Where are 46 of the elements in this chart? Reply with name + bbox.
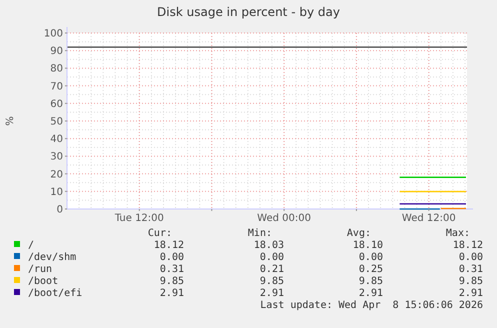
- text: 0.25: [358, 264, 383, 275]
- text: Cur:: [148, 228, 172, 239]
- text: 2.91: [160, 288, 184, 299]
- x-tick-label: Wed 00:00: [257, 213, 311, 224]
- y-tick-label: 30: [50, 152, 63, 163]
- text: 0.00: [358, 252, 383, 263]
- text: 0.00: [160, 252, 184, 263]
- text: 9.85: [458, 276, 483, 287]
- text: 18.12: [452, 240, 483, 251]
- legend-label: /: [28, 240, 34, 251]
- text: Min:: [248, 228, 272, 239]
- text: 0.00: [260, 252, 284, 263]
- x-tick-label: Tue 12:00: [114, 213, 164, 224]
- y-tick-label: 90: [50, 46, 63, 58]
- y-tick-label: 100: [44, 28, 63, 40]
- text: 0.21: [260, 264, 284, 275]
- text: Avg:: [346, 228, 371, 239]
- y-tick-label: 20: [50, 169, 63, 180]
- x-tick-label: Wed 12:00: [402, 213, 456, 224]
- text: 2.91: [260, 288, 284, 299]
- y-tick-label: 80: [50, 64, 63, 75]
- text: 9.85: [160, 276, 184, 287]
- text: 18.03: [254, 240, 284, 251]
- text: 0.31: [458, 264, 483, 275]
- text: 9.85: [260, 276, 284, 287]
- y-tick-label: 10: [50, 186, 63, 198]
- y-tick-label: 50: [50, 116, 63, 128]
- y-tick-label: 0: [56, 204, 63, 216]
- text: Last update: Wed Apr 8 15:06:06 2026: [260, 300, 483, 311]
- legend-label: /dev/shm: [28, 252, 76, 263]
- text: 18.12: [154, 240, 184, 251]
- text: 2.91: [458, 288, 483, 299]
- chart-title: Disk usage in percent - by day: [157, 5, 340, 19]
- y-tick-label: 40: [50, 134, 63, 146]
- text: Max:: [446, 228, 470, 239]
- legend-label: /run: [28, 264, 52, 275]
- y-axis-title: %: [5, 116, 16, 126]
- legend-label: /boot/efi: [28, 288, 82, 299]
- y-tick-label: 60: [50, 98, 63, 110]
- text: 18.10: [352, 240, 383, 251]
- y-tick-label: 70: [50, 81, 63, 92]
- text: 9.85: [358, 276, 383, 287]
- text: 0.31: [160, 264, 184, 275]
- legend-label: /boot: [28, 276, 58, 287]
- text: 0.00: [458, 252, 483, 263]
- text: 2.91: [358, 288, 383, 299]
